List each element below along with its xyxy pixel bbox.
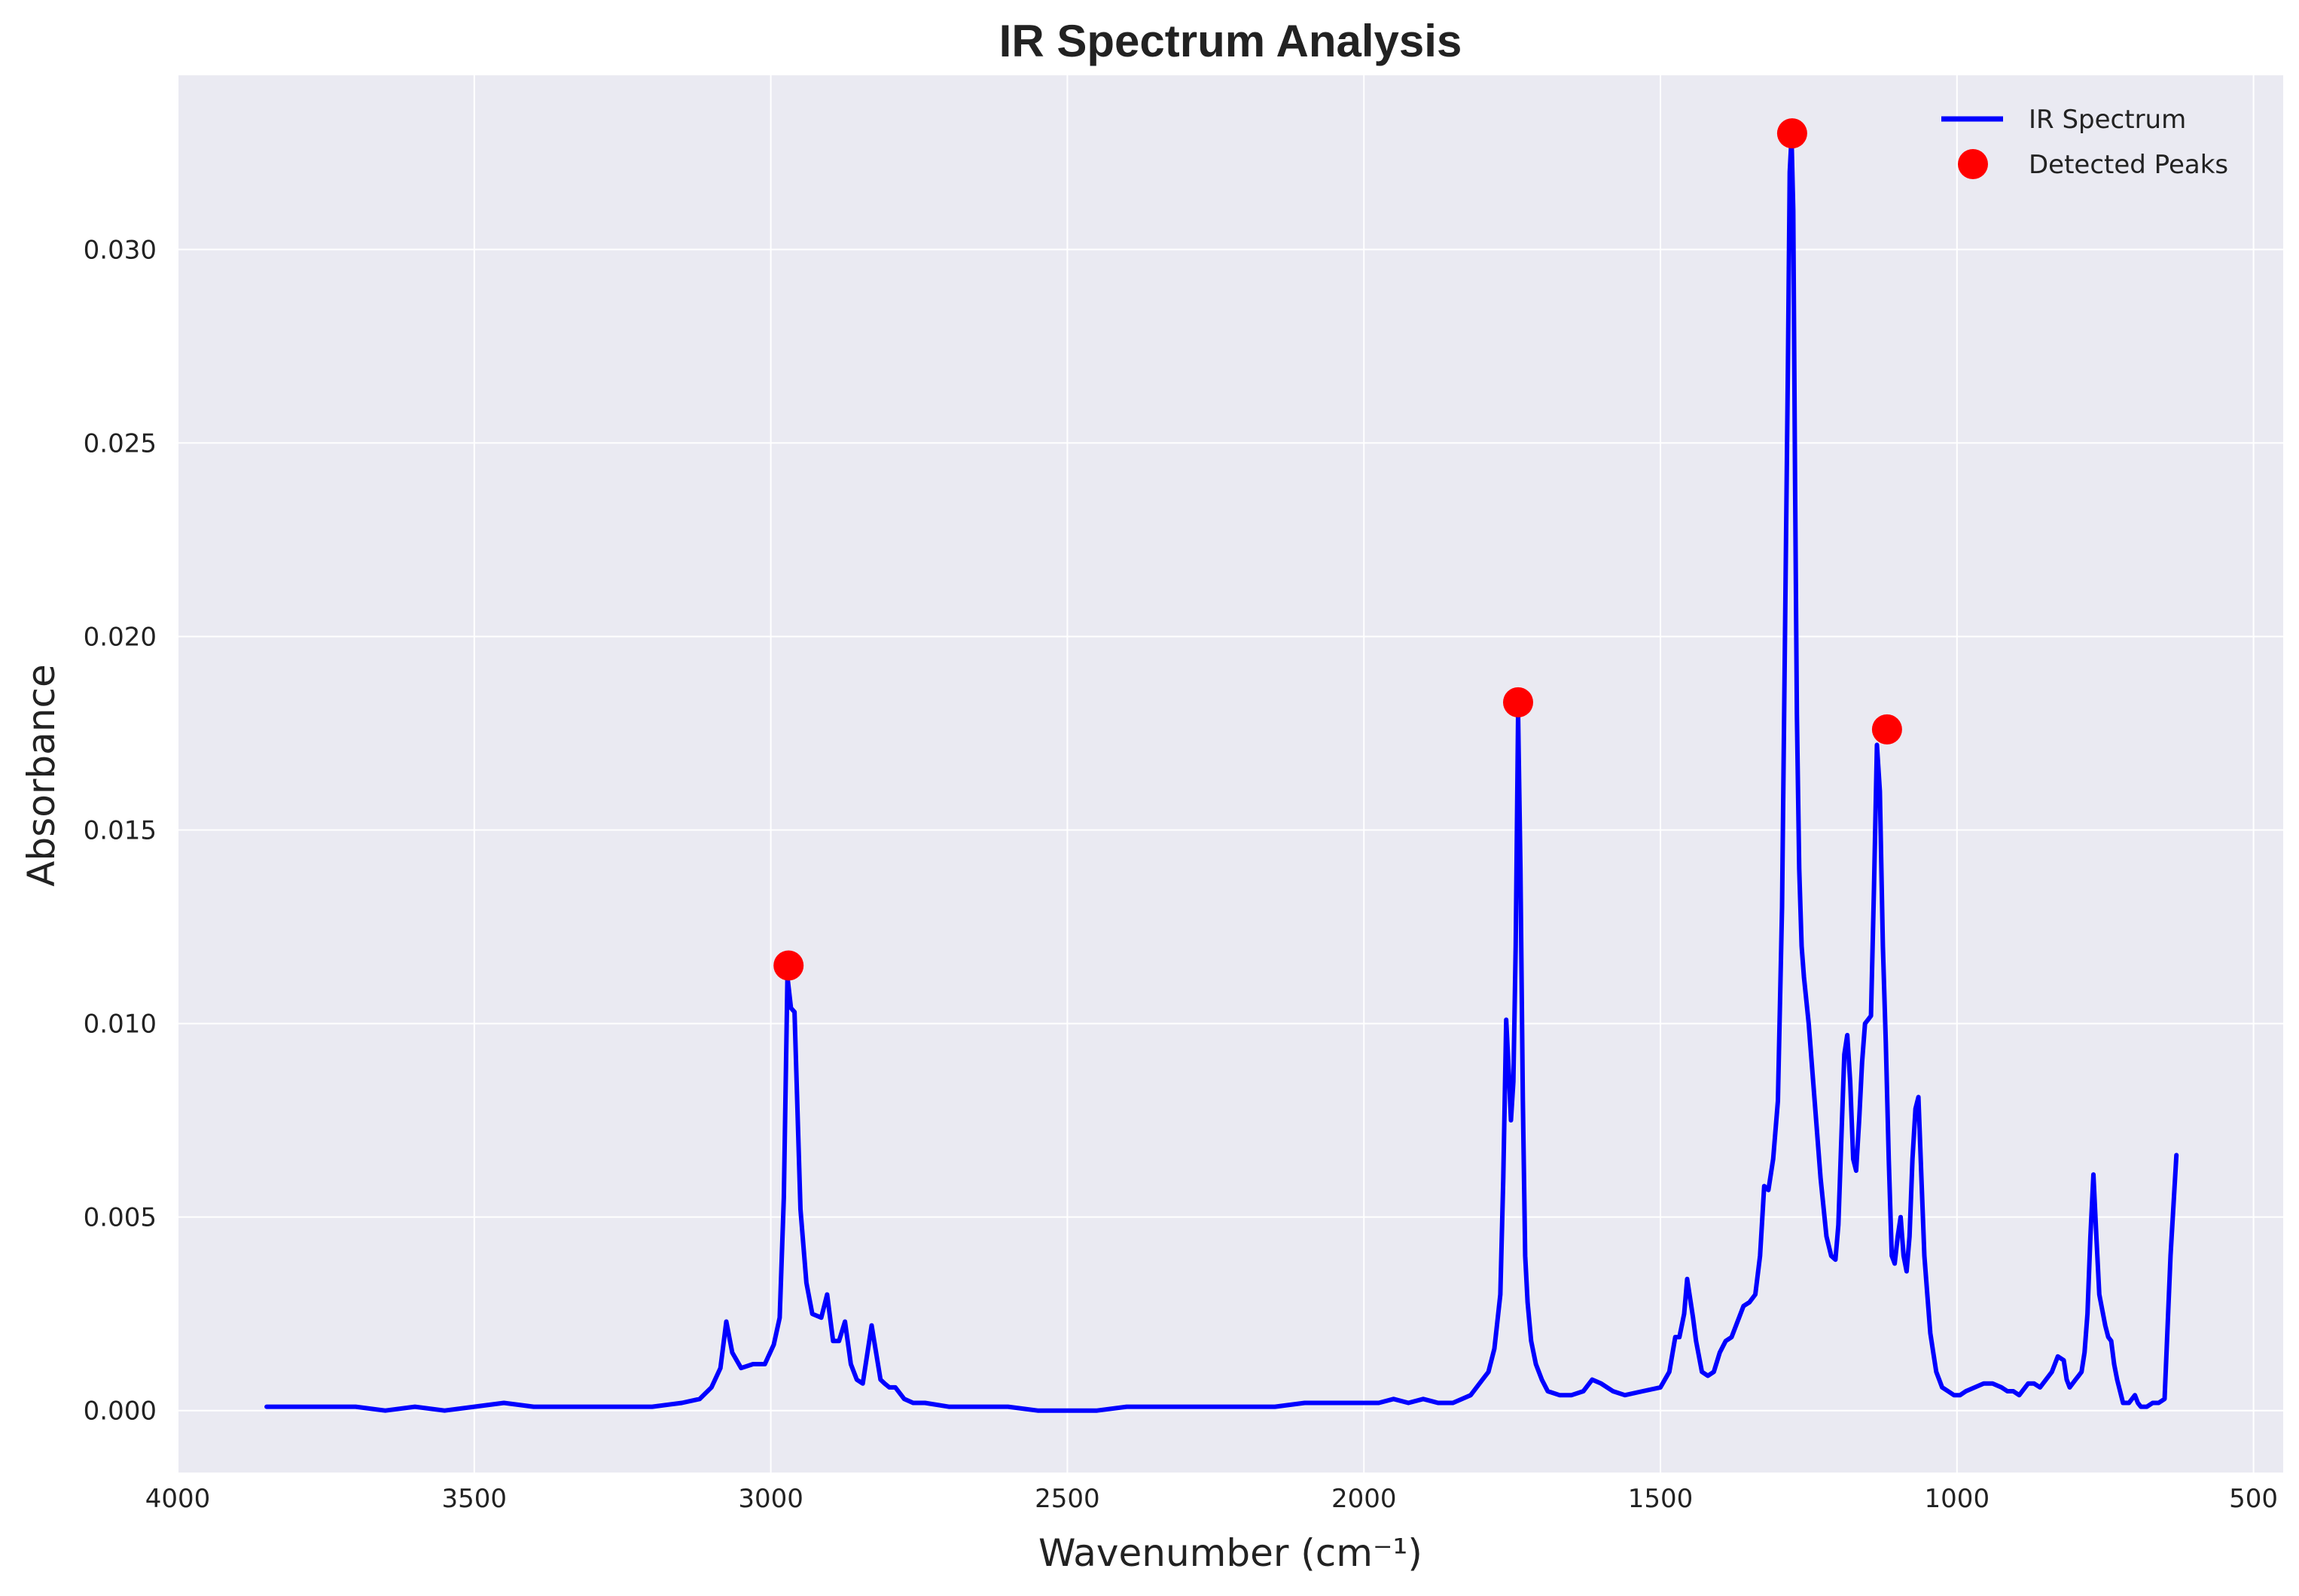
y-tick-label: 0.020 — [84, 622, 157, 652]
chart-title: IR Spectrum Analysis — [999, 16, 1462, 66]
legend-label-ir-spectrum: IR Spectrum — [2029, 105, 2186, 135]
x-tick-labels: 4000 3500 3000 2500 2000 1500 1000 500 — [145, 1484, 2278, 1514]
plot-area — [178, 75, 2283, 1473]
x-tick-label: 2500 — [1035, 1484, 1100, 1514]
y-tick-labels: 0.000 0.005 0.010 0.015 0.020 0.025 0.030 — [84, 235, 157, 1426]
y-tick-label: 0.005 — [84, 1203, 157, 1233]
x-tick-label: 3000 — [738, 1484, 803, 1514]
series-line-ir-spectrum — [264, 135, 2179, 1413]
x-tick-label: 1000 — [1925, 1484, 1990, 1514]
y-tick-label: 0.000 — [84, 1396, 157, 1427]
y-tick-label: 0.025 — [84, 428, 157, 458]
y-tick-label: 0.010 — [84, 1010, 157, 1040]
x-tick-label: 2000 — [1331, 1484, 1397, 1514]
x-tick-label: 500 — [2229, 1484, 2278, 1514]
legend-marker-swatch — [1958, 149, 1988, 179]
y-tick-label: 0.015 — [84, 816, 157, 846]
y-tick-label: 0.030 — [84, 235, 157, 265]
y-axis-label: Absorbance — [20, 664, 63, 886]
peak-marker — [1776, 118, 1807, 149]
legend: IR Spectrum Detected Peaks — [1941, 105, 2228, 180]
x-tick-label: 1500 — [1628, 1484, 1694, 1514]
peak-marker — [1871, 714, 1902, 745]
x-tick-label: 4000 — [145, 1484, 211, 1514]
x-axis-label: Wavenumber (cm⁻¹) — [1038, 1531, 1422, 1575]
peak-marker — [1503, 687, 1533, 717]
peak-marker — [773, 950, 804, 981]
peak-markers — [773, 118, 1902, 981]
legend-label-detected-peaks: Detected Peaks — [2029, 150, 2228, 180]
x-tick-label: 3500 — [442, 1484, 508, 1514]
grid-lines — [177, 75, 2283, 1473]
